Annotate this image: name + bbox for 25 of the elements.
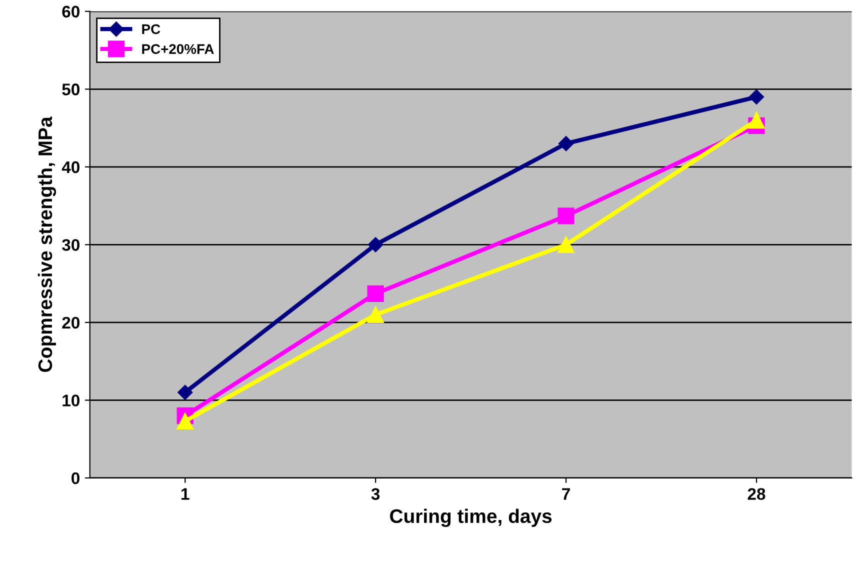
- point: [367, 285, 384, 302]
- legend-label: PC+20%FA: [142, 44, 214, 54]
- x-tick-label: 7: [562, 488, 570, 500]
- point: [748, 112, 765, 129]
- y-tick-label: 30: [62, 239, 80, 251]
- y-tick-label: 60: [62, 6, 80, 18]
- y-tick-label: 20: [62, 316, 80, 329]
- point: [178, 384, 193, 400]
- y-tick-label: 40: [62, 161, 80, 174]
- point: [368, 237, 384, 252]
- y-tick-label: 50: [62, 84, 80, 96]
- point: [558, 208, 574, 224]
- point: [176, 412, 194, 430]
- x-axis-title: Curing time, days: [390, 508, 552, 527]
- y-tick-label: 0: [72, 472, 80, 484]
- point: [558, 236, 574, 254]
- y-tick-label: 10: [62, 394, 80, 406]
- point: [367, 306, 384, 323]
- x-tick-label: 3: [371, 488, 380, 500]
- point: [748, 89, 764, 104]
- x-tick-label: 1: [182, 488, 190, 500]
- point: [558, 136, 574, 152]
- legend-label: PC: [142, 24, 160, 34]
- y-axis-title: Copmressive strength, MPa: [38, 116, 56, 372]
- x-tick-label: 28: [748, 488, 766, 500]
